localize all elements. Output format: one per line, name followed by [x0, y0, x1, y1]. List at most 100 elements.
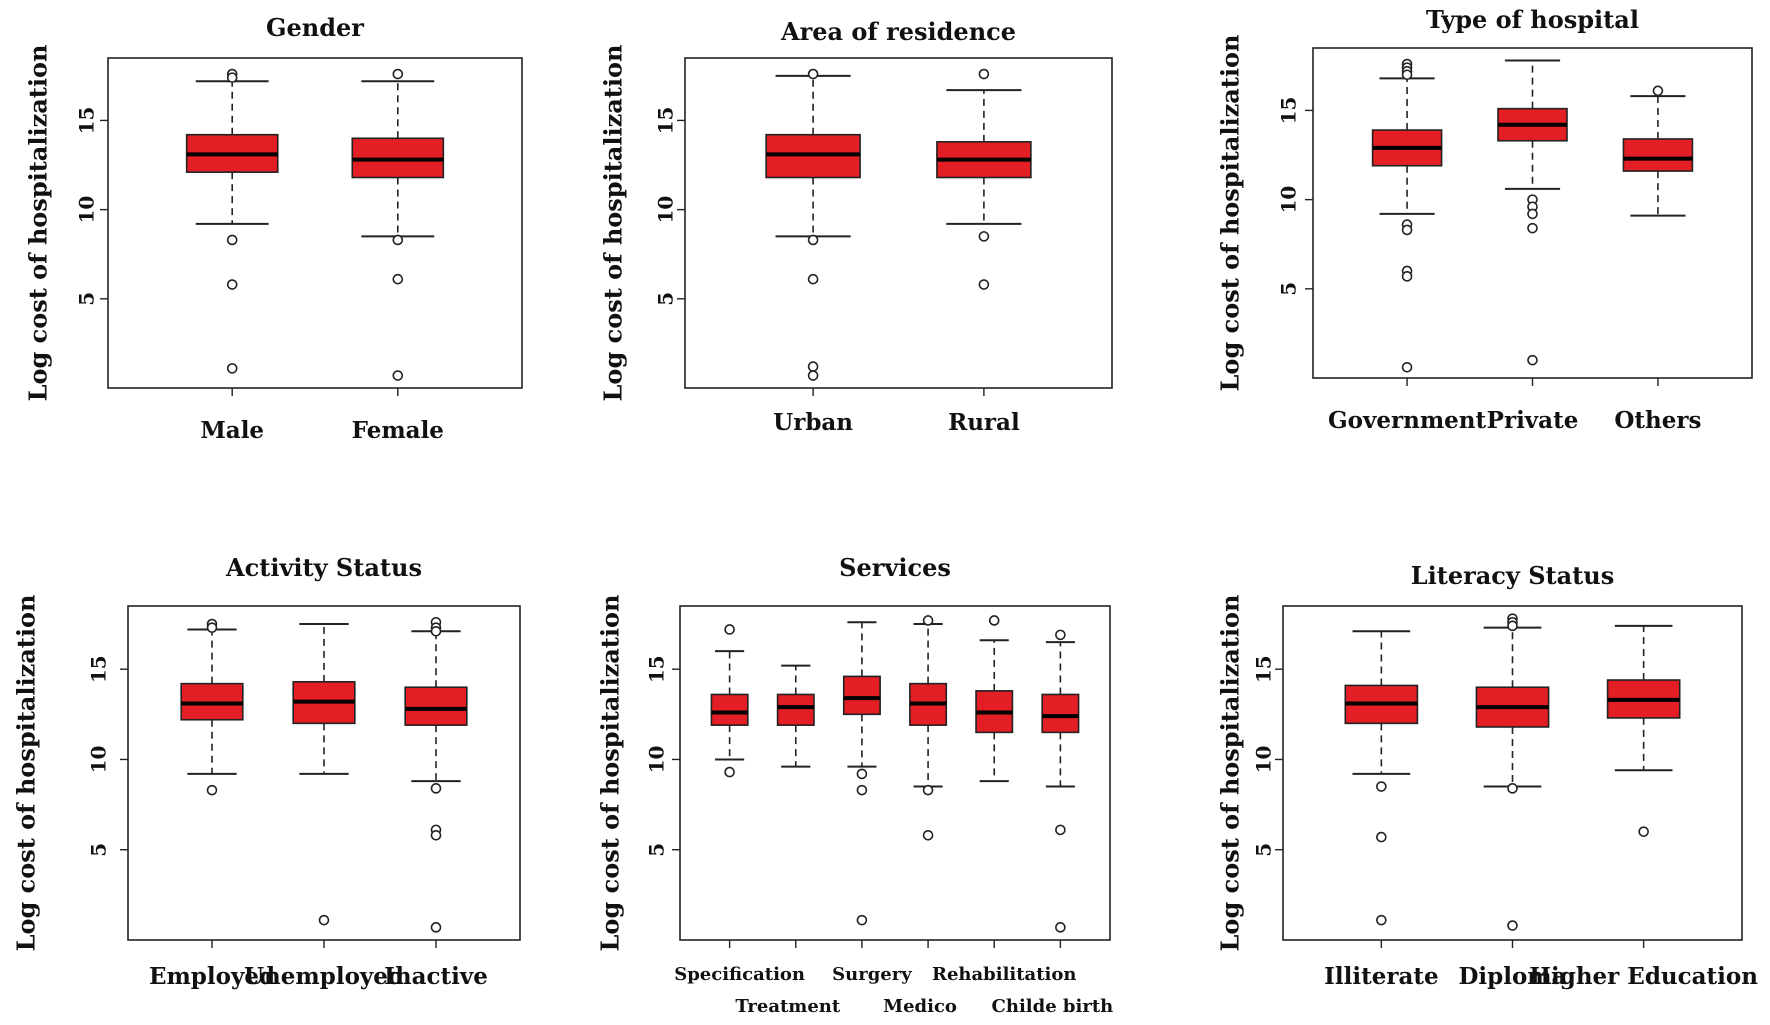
y-tick-label: 5 — [87, 843, 111, 857]
outlier-point — [1055, 824, 1066, 836]
x-tick-label: Urban — [773, 409, 853, 436]
y-axis-label: Log cost of hospitalization — [1216, 35, 1245, 392]
chart-panel-2: Area of residence Log cost of hospitaliza… — [599, 17, 1113, 436]
outlier-point — [392, 68, 404, 80]
y-axis-label: Log cost of hospitalization — [1216, 595, 1245, 952]
outlier-point — [1055, 922, 1066, 933]
y-axis-label: Log cost of hospitalization — [24, 45, 53, 402]
x-tick-label: Diploma — [1458, 963, 1566, 990]
box-female — [351, 68, 445, 381]
outlier-point — [392, 234, 404, 246]
outlier-point — [430, 922, 442, 933]
outlier-point — [1638, 826, 1649, 837]
x-tick-label: Surgery — [832, 964, 912, 985]
box-male — [185, 68, 279, 374]
plot-frame — [1282, 605, 1743, 941]
outlier-point — [1401, 69, 1413, 81]
outlier-point — [856, 768, 868, 780]
outlier-point — [206, 622, 218, 633]
outlier-point — [1507, 783, 1518, 794]
iqr-box — [1041, 693, 1080, 734]
chart-title: Services — [839, 553, 951, 582]
box-illiterate — [1344, 630, 1419, 926]
box-urban — [765, 68, 861, 381]
outlier-point — [978, 279, 990, 290]
x-tick-label: Higher Education — [1529, 963, 1758, 990]
outlier-point — [318, 914, 330, 926]
box-childe-birth — [1041, 629, 1080, 933]
outlier-point — [856, 914, 868, 926]
outlier-point — [1401, 361, 1413, 373]
y-axis-label: Log cost of hospitalization — [596, 595, 625, 952]
y-tick-label: 10 — [87, 746, 111, 774]
outlier-point — [392, 370, 404, 381]
box-specification — [710, 624, 749, 778]
chart-title: Literacy Status — [1411, 561, 1614, 590]
outlier-point — [724, 766, 735, 778]
iqr-box — [842, 675, 881, 716]
outlier-point — [1055, 629, 1066, 641]
box-medico — [909, 615, 948, 841]
outlier-point — [1401, 271, 1413, 282]
box-diploma — [1475, 613, 1550, 931]
outlier-point — [392, 273, 404, 285]
outlier-point — [807, 273, 819, 285]
x-tick-label: Employed — [149, 963, 275, 990]
y-tick-label: 10 — [1252, 746, 1276, 774]
outlier-point — [978, 68, 990, 80]
outlier-point — [226, 363, 238, 374]
x-tick-label: Illiterate — [1324, 963, 1439, 990]
iqr-box — [710, 693, 749, 726]
outlier-point — [1527, 222, 1538, 234]
iqr-box — [776, 693, 815, 726]
box-others — [1622, 85, 1694, 217]
y-tick-label: 15 — [654, 107, 678, 135]
y-tick-label: 5 — [1252, 843, 1276, 857]
x-tick-label: Unemployed — [244, 963, 404, 990]
box-government — [1371, 58, 1443, 373]
box-surgery — [842, 621, 881, 926]
x-tick-label: Treatment — [735, 996, 841, 1017]
outlier-point — [430, 783, 442, 794]
plot-frame — [679, 605, 1111, 941]
outlier-point — [1652, 85, 1664, 97]
outlier-point — [807, 370, 819, 381]
chart-title: Gender — [266, 13, 364, 42]
chart-title: Type of hospital — [1426, 5, 1639, 34]
outlier-point — [1376, 781, 1387, 792]
outlier-point — [1376, 914, 1387, 926]
y-tick-label: 15 — [1252, 655, 1276, 683]
plot-frame — [107, 57, 523, 389]
box-higher-education — [1606, 624, 1681, 837]
y-tick-label: 5 — [654, 292, 678, 306]
y-tick-label: 15 — [645, 655, 669, 683]
iqr-box — [404, 686, 468, 726]
x-tick-label: Rehabilitation — [932, 964, 1076, 985]
y-tick-label: 15 — [87, 655, 111, 683]
outlier-point — [1507, 620, 1518, 632]
x-tick-label: Medico — [883, 996, 957, 1017]
x-tick-label: Female — [352, 417, 444, 444]
chart-panel-3: Type of hospital Log cost of hospitalizat… — [1216, 5, 1753, 434]
outlier-point — [1527, 208, 1538, 220]
y-tick-label: 15 — [75, 107, 99, 135]
chart-panel-5: Services Log cost of hospitalization 5 10 15… — [596, 553, 1114, 1017]
outlier-point — [206, 784, 218, 796]
x-tick-label: Inactive — [384, 963, 488, 990]
x-tick-label: Private — [1487, 407, 1579, 434]
outlier-point — [856, 784, 868, 796]
x-tick-label: Government — [1328, 407, 1487, 434]
outlier-point — [724, 624, 735, 635]
outlier-point — [1527, 354, 1538, 366]
y-axis-label: Log cost of hospitalization — [599, 45, 628, 402]
box-private — [1497, 59, 1568, 366]
box-treatment — [776, 664, 815, 768]
outlier-point — [807, 234, 819, 246]
box-rehabilitation — [975, 615, 1014, 783]
box-rural — [936, 68, 1032, 290]
chart-panel-6: Literacy Status Log cost of hospitalizati… — [1216, 561, 1759, 990]
outlier-point — [807, 361, 819, 372]
y-tick-label: 5 — [75, 292, 99, 306]
outlier-point — [430, 829, 442, 841]
